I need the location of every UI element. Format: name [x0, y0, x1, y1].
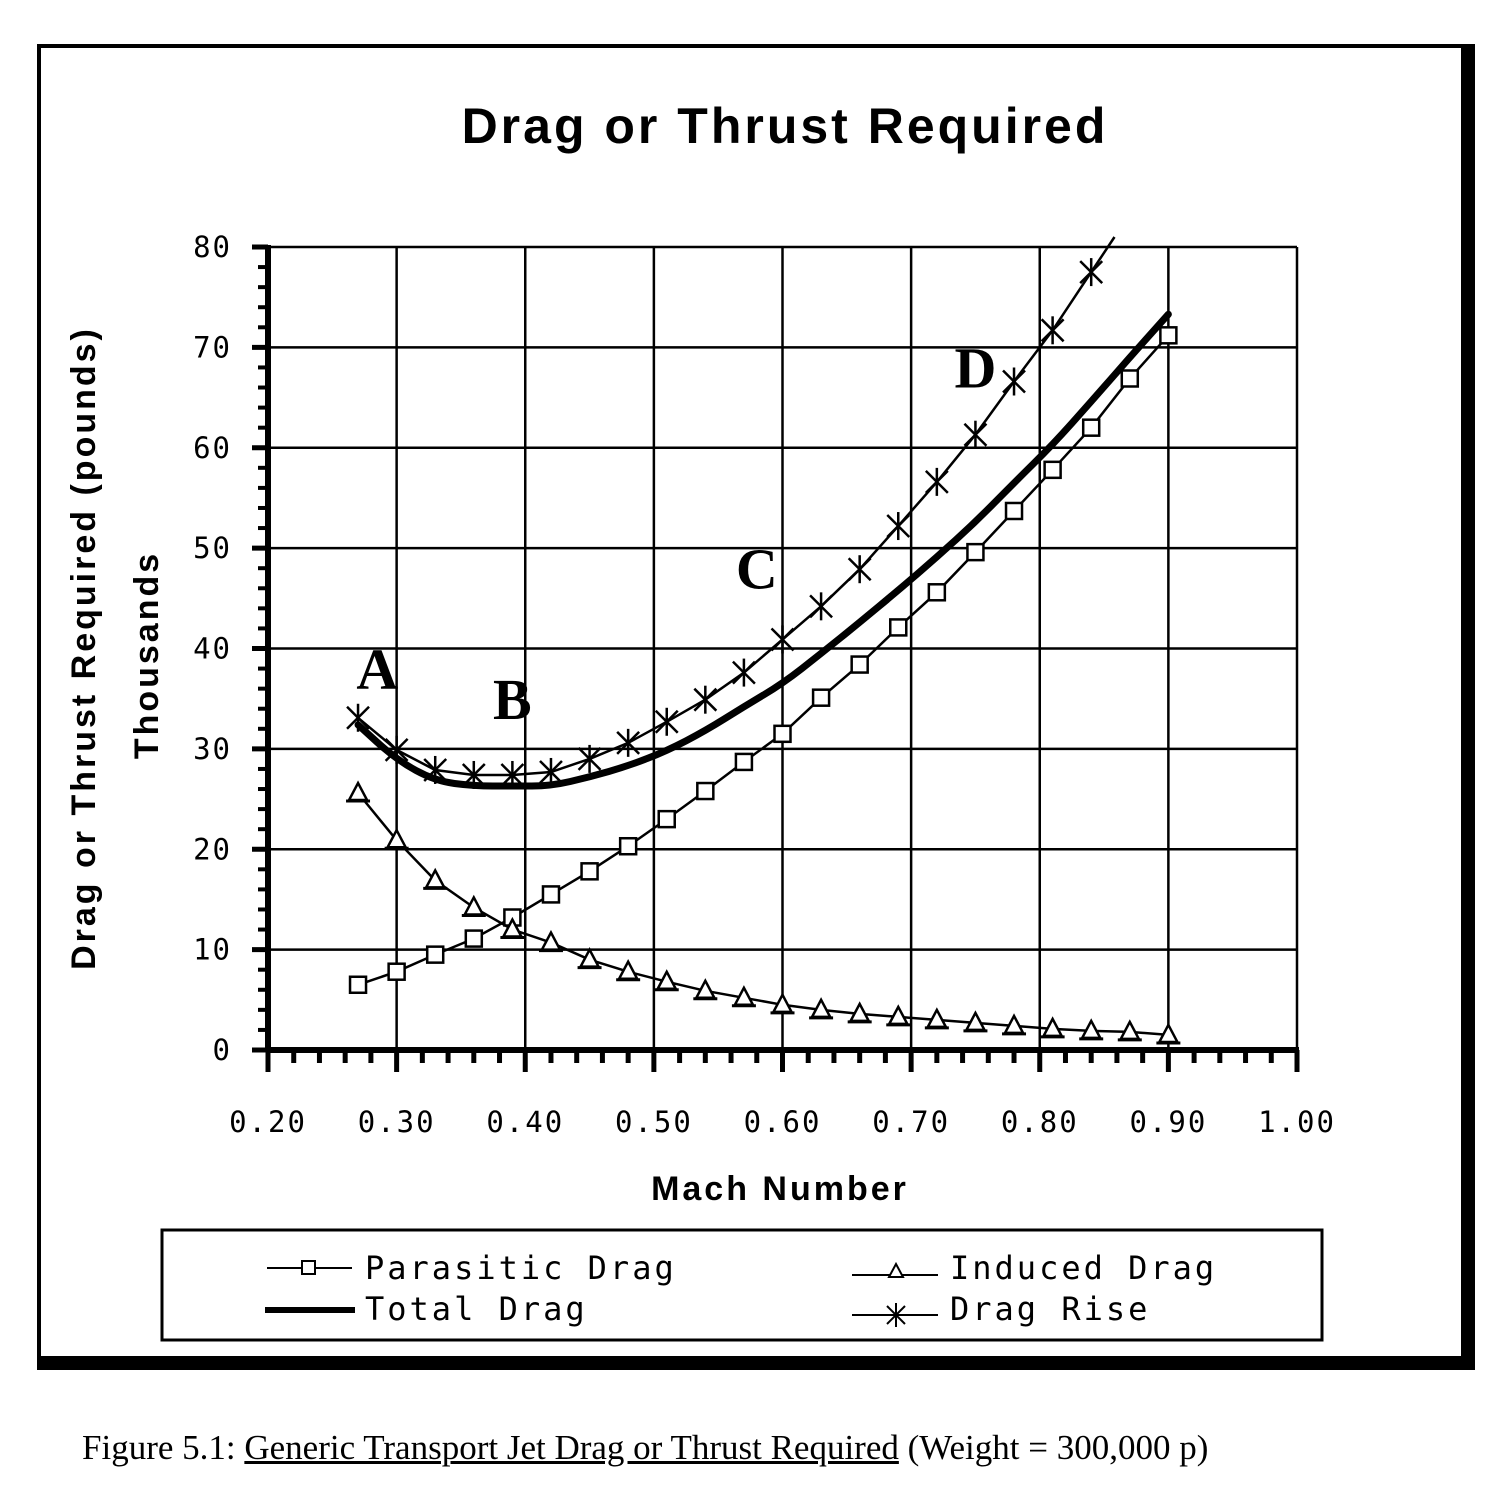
square-marker-icon [927, 583, 947, 602]
asterisk-marker-icon [384, 735, 409, 764]
asterisk-marker-icon [654, 707, 679, 736]
series-drag-rise [346, 236, 1116, 789]
series-parasitic-drag [348, 326, 1178, 995]
y-tick-label: 10 [193, 933, 232, 967]
y-tick-label: 80 [193, 230, 232, 264]
asterisk-marker-icon [423, 755, 448, 784]
figure-caption: Figure 5.1: Generic Transport Jet Drag o… [82, 1428, 1208, 1468]
asterisk-marker-icon [1040, 316, 1065, 345]
triangle-marker-icon [1118, 1019, 1141, 1041]
svg-text:Induced Drag: Induced Drag [950, 1249, 1217, 1287]
region-label-c: C [736, 536, 778, 601]
square-marker-icon [850, 655, 869, 674]
asterisk-marker-icon [770, 625, 795, 654]
asterisk-marker-icon [461, 760, 486, 789]
y-tick-label: 20 [193, 832, 232, 866]
square-marker-icon [1159, 326, 1178, 345]
svg-text:Total Drag: Total Drag [365, 1290, 588, 1328]
asterisk-marker-icon [616, 728, 641, 757]
square-marker-icon [301, 1260, 316, 1275]
series-induced-drag [346, 780, 1181, 1045]
y-tick-label: 60 [193, 431, 232, 465]
square-marker-icon [657, 809, 676, 829]
asterisk-marker-icon [886, 512, 911, 541]
legend-item-drag-rise: Drag Rise [852, 1290, 1150, 1328]
square-marker-icon [734, 752, 754, 772]
asterisk-marker-icon [847, 555, 872, 584]
region-annotations: A B C D [356, 336, 996, 732]
asterisk-marker-icon [577, 744, 602, 773]
square-marker-icon [1004, 501, 1024, 521]
svg-text:Drag Rise: Drag Rise [950, 1290, 1150, 1328]
legend-item-total-drag: Total Drag [265, 1290, 588, 1328]
x-tick-label: 1.00 [1258, 1105, 1336, 1139]
chart-title: Drag or Thrust Required [462, 98, 1109, 154]
triangle-marker-icon [887, 1261, 905, 1278]
y-axis-label: Drag or Thrust Required (pounds) [65, 326, 103, 970]
y-tick-labels: 0 10 20 30 40 50 60 70 80 [193, 230, 232, 1067]
x-axis-label: Mach Number [651, 1170, 909, 1208]
x-tick-label: 0.50 [615, 1105, 693, 1139]
square-marker-icon [425, 945, 445, 964]
asterisk-marker-icon [924, 467, 949, 496]
asterisk-marker-icon [963, 420, 988, 449]
region-label-a: A [356, 637, 398, 702]
square-marker-icon [1120, 369, 1140, 388]
x-tick-label: 0.40 [486, 1105, 564, 1139]
y-tick-label: 30 [193, 732, 232, 766]
legend-item-induced-drag: Induced Drag [852, 1249, 1217, 1287]
y-tick-label: 50 [193, 531, 232, 565]
svg-text:Parasitic Drag: Parasitic Drag [365, 1249, 677, 1287]
y-tick-label: 70 [193, 330, 232, 364]
caption-suffix: (Weight = 300,000 p) [898, 1428, 1209, 1467]
asterisk-marker-icon [500, 760, 525, 789]
square-marker-icon [966, 542, 985, 562]
square-marker-icon [811, 688, 831, 707]
asterisk-marker-icon [732, 658, 756, 687]
square-marker-icon [889, 618, 908, 637]
y-axis-units-label: Thousands [128, 551, 166, 759]
region-label-d: D [954, 336, 996, 401]
x-tick-labels: 0.20 0.30 0.40 0.50 0.60 0.70 0.80 0.90 1.00 [229, 1105, 1336, 1139]
square-marker-icon [618, 836, 638, 856]
legend: Parasitic Drag Induced Drag Total Drag D… [160, 1228, 1324, 1342]
triangle-marker-icon [462, 894, 485, 916]
y-tick-label: 40 [193, 632, 232, 666]
asterisk-marker-icon [1002, 367, 1026, 396]
square-marker-icon [348, 975, 368, 995]
x-tick-label: 0.30 [358, 1105, 436, 1139]
region-label-b: B [493, 667, 532, 732]
square-marker-icon [696, 781, 715, 801]
asterisk-marker-icon [693, 685, 718, 714]
legend-item-parasitic-drag: Parasitic Drag [267, 1249, 677, 1287]
square-marker-icon [1081, 418, 1101, 437]
asterisk-marker-icon [809, 592, 833, 621]
square-marker-icon [541, 885, 561, 904]
asterisk-marker-icon [886, 1303, 906, 1327]
caption-prefix: Figure 5.1: [82, 1428, 245, 1467]
square-marker-icon [464, 929, 484, 948]
chart-frame [37, 44, 1475, 1370]
x-tick-label: 0.90 [1129, 1105, 1207, 1139]
legend-box [160, 1228, 1324, 1342]
asterisk-marker-icon [539, 757, 563, 786]
square-marker-icon [387, 962, 406, 981]
x-tick-label: 0.60 [744, 1105, 822, 1139]
series-layer [346, 236, 1181, 1045]
square-marker-icon [773, 724, 792, 744]
square-marker-icon [1043, 460, 1062, 480]
x-tick-label: 0.70 [872, 1105, 950, 1139]
x-tick-label: 0.80 [1001, 1105, 1079, 1139]
caption-title: Generic Transport Jet Drag or Thrust Req… [244, 1428, 899, 1467]
x-tick-label: 0.20 [229, 1105, 307, 1139]
y-tick-label: 0 [213, 1033, 232, 1067]
asterisk-marker-icon [1079, 258, 1104, 287]
triangle-marker-icon [346, 780, 370, 802]
asterisk-marker-icon [346, 703, 370, 732]
axes [252, 244, 1300, 1072]
square-marker-icon [580, 862, 599, 881]
